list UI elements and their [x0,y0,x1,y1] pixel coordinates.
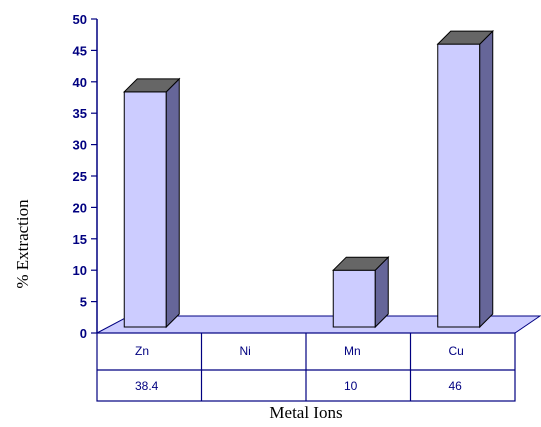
category-label: Cu [449,344,464,358]
bar-zn [123,77,181,329]
y-tick-label: 25 [73,169,87,184]
bar-front [332,269,376,328]
bar-mn [332,255,390,329]
data-table: Zn 38.4 Ni Mn 10 Cu 46 [96,332,516,402]
category-label: Ni [240,344,251,358]
y-tick-label: 50 [73,12,87,27]
y-axis: 0 5 10 15 20 25 30 35 40 45 50 [73,12,98,341]
y-tick-label: 10 [73,263,87,278]
bar-front [437,43,481,328]
bar-top [332,256,390,271]
data-value-label: 46 [449,379,463,393]
bar-front [123,91,167,328]
y-tick-label: 35 [73,106,87,121]
bars [123,29,494,329]
category-label: Mn [344,344,361,358]
bar-side [479,29,494,329]
category-label: Zn [135,344,149,358]
y-tick-label: 5 [80,295,87,310]
data-value-label: 10 [344,379,358,393]
bar-cu [436,29,494,329]
y-tick-label: 30 [73,138,87,153]
bar-top [436,30,494,45]
y-tick-label: 15 [73,232,87,247]
bar-top [123,78,181,93]
bar-side [165,77,180,329]
y-tick-label: 0 [80,326,87,341]
y-axis-title: % Extraction [13,199,32,289]
y-tick-label: 40 [73,75,87,90]
x-axis-title: Metal Ions [269,403,342,422]
y-tick-label: 45 [73,43,87,58]
data-value-label: 38.4 [135,379,159,393]
y-tick-label: 20 [73,200,87,215]
